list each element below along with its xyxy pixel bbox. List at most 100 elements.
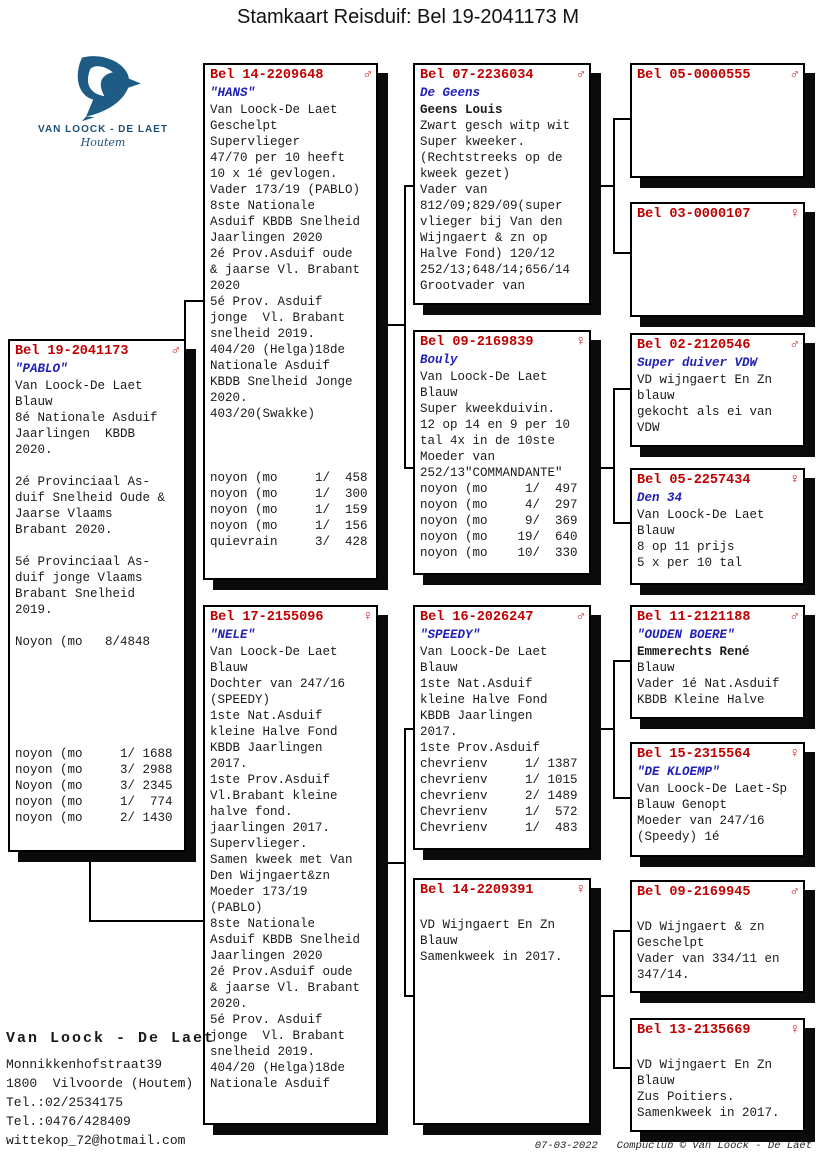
pigeon-details: Geens Louis Zwart gesch witp wit Super kwe…: [420, 102, 585, 294]
detail-line: 8 op 11 prijs: [637, 540, 735, 554]
detail-line: noyon (mo 1/ 1688: [15, 747, 173, 761]
detail-line: Van Loock-De Laet-Sp: [637, 782, 788, 796]
detail-line: Noyon (mo 8/4848: [15, 635, 151, 649]
detail-line: Jaarlingen KBDB: [15, 427, 136, 441]
detail-line: noyon (mo 19/ 640: [420, 530, 578, 544]
pigeon-details: Van Loock-De Laet Blauw 1ste Nat.Asduif kle…: [420, 644, 585, 836]
pigeon-name: [420, 900, 585, 917]
pedigree-box-fff: Bel 05-0000555 ♂: [630, 63, 805, 178]
detail-line: VDW: [637, 421, 660, 435]
detail-line: Van Loock-De Laet: [210, 645, 338, 659]
male-icon: ♂: [790, 337, 799, 353]
ring-number: Bel 19-2041173: [15, 344, 129, 359]
detail-line: [210, 454, 372, 470]
footer-credit: 07-03-2022 Compuclub © Van Loock - De La…: [534, 1140, 812, 1152]
connector-line: [404, 995, 415, 997]
owner-phone-line: Tel.:0476/428409: [6, 1114, 131, 1129]
detail-line: Halve Fond) 120/12: [420, 247, 556, 261]
detail-line: 8é Nationale Asduif: [15, 411, 158, 425]
connector-line: [404, 728, 415, 730]
connector-line: [600, 185, 615, 187]
pedigree-box-mfm: Bel 15-2315564 ♀ "DE KLOEMP" Van Loock-De L…: [630, 742, 805, 857]
detail-line: Emmerechts René: [637, 645, 750, 659]
detail-line: 2019.: [15, 603, 53, 617]
detail-line: Geschelpt: [210, 119, 278, 133]
detail-line: 1ste Nat.Asduif: [420, 677, 533, 691]
pedigree-box-mother: Bel 17-2155096 ♀ "NELE" Van Loock-De Laet Bl…: [203, 605, 378, 1125]
detail-line: noyon (mo 1/ 458: [210, 471, 368, 485]
detail-line: Blauw: [420, 934, 458, 948]
detail-line: Vader 173/19 (PABLO): [210, 183, 361, 197]
detail-line: noyon (mo 10/ 330: [420, 546, 578, 560]
pigeon-name: "SPEEDY": [420, 628, 481, 642]
detail-line: 812/09;829/09(super: [420, 199, 563, 213]
detail-line: Van Loock-De Laet: [420, 645, 548, 659]
detail-line: 2é Provinciaal As-: [15, 475, 151, 489]
ring-number: Bel 03-0000107: [637, 207, 751, 222]
detail-line: [15, 666, 180, 682]
detail-line: Chevrienv 1/ 572: [420, 805, 578, 819]
detail-line: quievrain 3/ 428: [210, 535, 368, 549]
pigeon-name: "DE KLOEMP": [637, 765, 720, 779]
connector-line: [613, 388, 632, 390]
pigeon-name: "NELE": [210, 628, 256, 642]
detail-line: [15, 618, 180, 634]
detail-line: Blauw: [210, 661, 248, 675]
connector-line: [387, 862, 406, 864]
detail-line: Dochter van 247/16: [210, 677, 346, 691]
detail-line: tal 4x in de 10ste: [420, 434, 556, 448]
detail-line: Blauw: [420, 661, 458, 675]
detail-line: 5é Provinciaal As-: [15, 555, 151, 569]
detail-line: Van Loock-De Laet: [210, 103, 338, 117]
detail-line: 252/13;648/14;656/14: [420, 263, 571, 277]
detail-line: KBDB Snelheid Jonge: [210, 375, 353, 389]
connector-line: [600, 728, 615, 730]
owner-email: wittekop_72@hotmail.com: [6, 1133, 186, 1148]
detail-line: [15, 730, 180, 746]
detail-line: (PABLO): [210, 901, 263, 915]
male-icon: ♂: [790, 884, 799, 900]
detail-line: 403/20(Swakke): [210, 407, 316, 421]
pigeon-details: Van Loock-De Laet Blauw 8é Nationale Asdui…: [15, 378, 180, 826]
detail-line: Super kweekduivin.: [420, 402, 556, 416]
detail-line: chevrienv 1/ 1015: [420, 773, 578, 787]
owner-block: Van Loock - De Laet Monnikkenhofstraat39…: [6, 1030, 215, 1150]
connector-line: [613, 660, 615, 799]
male-icon: ♂: [790, 609, 799, 625]
detail-line: noyon (mo 1/ 300: [210, 487, 368, 501]
detail-line: 8ste Nationale: [210, 917, 316, 931]
detail-line: Moeder van: [420, 450, 496, 464]
detail-line: Brabant Snelheid: [15, 587, 136, 601]
detail-line: 2020: [210, 279, 241, 293]
connector-line: [613, 930, 632, 932]
pigeon-name: "HANS": [210, 86, 256, 100]
detail-line: Zus Poitiers.: [637, 1090, 735, 1104]
pedigree-box-mf: Bel 16-2026247 ♂ "SPEEDY" Van Loock-De Laet…: [413, 605, 591, 850]
ring-number: Bel 14-2209648: [210, 68, 324, 83]
detail-line: Van Loock-De Laet: [420, 370, 548, 384]
pigeon-details: VD Wijngaert En Zn Blauw Zus Poitiers. Same…: [637, 1057, 799, 1121]
detail-line: 2é Prov.Asduif oude: [210, 965, 353, 979]
pedigree-box-mmf: Bel 09-2169945 ♂ VD Wijngaert & zn Geschel…: [630, 880, 805, 993]
detail-line: noyon (mo 2/ 1430: [15, 811, 173, 825]
detail-line: Nationale Asduif: [210, 359, 331, 373]
male-icon: ♂: [790, 67, 799, 83]
connector-line: [613, 252, 632, 254]
ring-number: Bel 05-0000555: [637, 68, 751, 83]
detail-line: [15, 538, 180, 554]
detail-line: snelheid 2019.: [210, 327, 316, 341]
female-icon: ♀: [576, 334, 585, 350]
ring-number: Bel 11-2121188: [637, 610, 751, 625]
breeder-logo: VAN LOOCK - DE LAET Houtem: [28, 52, 178, 149]
detail-line: 347/14.: [637, 968, 690, 982]
connector-line: [184, 300, 186, 341]
detail-line: Asduif KBDB Snelheid: [210, 215, 361, 229]
detail-line: Blauw: [637, 1074, 675, 1088]
detail-line: 2017.: [210, 757, 248, 771]
detail-line: 2020.: [210, 391, 248, 405]
detail-line: KBDB Jaarlingen: [210, 741, 323, 755]
ring-number: Bel 14-2209391: [420, 883, 534, 898]
detail-line: 2020.: [210, 997, 248, 1011]
detail-line: & jaarse Vl. Brabant: [210, 981, 361, 995]
